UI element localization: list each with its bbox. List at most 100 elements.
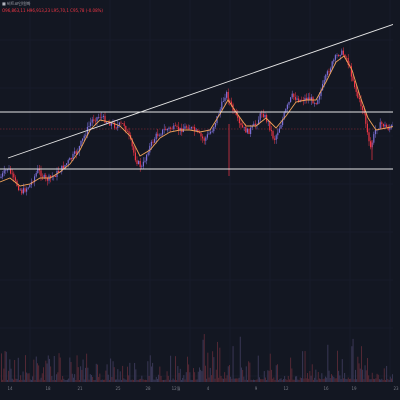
volume-bar xyxy=(124,379,126,382)
candle-body xyxy=(285,108,287,113)
volume-bar xyxy=(70,361,72,382)
volume-bar xyxy=(305,378,307,382)
candle-body xyxy=(106,122,108,123)
volume-bar xyxy=(4,351,6,382)
volume-bar xyxy=(111,377,113,382)
volume-bar xyxy=(296,376,298,382)
candle-body xyxy=(221,101,223,110)
candle-body xyxy=(374,130,376,135)
candle-body xyxy=(117,125,119,128)
candle-body xyxy=(251,125,253,128)
candle-body xyxy=(11,173,13,175)
volume-bar xyxy=(347,377,349,382)
volume-bar xyxy=(220,375,222,382)
candle-body xyxy=(293,93,295,97)
volume-bar xyxy=(280,378,282,382)
candle-body xyxy=(274,138,276,140)
candle-body xyxy=(184,126,186,129)
candle-body xyxy=(166,128,168,131)
candle-body xyxy=(282,118,284,126)
volume-bar xyxy=(230,376,232,382)
volume-bar xyxy=(134,362,136,382)
candle-body xyxy=(64,164,66,169)
volume-bar xyxy=(273,377,275,382)
horizontal-levels[interactable] xyxy=(0,111,400,170)
date-tick-label: 16 xyxy=(323,386,329,391)
candle-body xyxy=(347,58,349,65)
volume-bar xyxy=(159,366,161,382)
volume-bar xyxy=(32,376,34,382)
candle-body xyxy=(269,121,271,131)
volume-bar xyxy=(147,361,149,382)
volume-bar xyxy=(140,378,142,382)
candle-body xyxy=(355,87,357,92)
volume-bar xyxy=(113,367,115,382)
volume-bar xyxy=(243,376,245,382)
volume-bar xyxy=(363,379,365,382)
volume-bar xyxy=(143,379,145,382)
volume-bar xyxy=(323,378,325,382)
volume-bar xyxy=(367,358,368,382)
volume-bar xyxy=(40,377,42,382)
volume-bar xyxy=(381,378,383,382)
trendline[interactable] xyxy=(7,21,400,159)
candle-body xyxy=(315,103,317,105)
date-tick-label: 21 xyxy=(77,386,83,391)
volume-bar xyxy=(7,379,8,382)
volume-bar xyxy=(289,379,290,382)
volume-bar xyxy=(211,375,212,382)
volume-bar xyxy=(269,353,271,382)
candle-body xyxy=(149,145,151,153)
volume-bar xyxy=(333,377,335,382)
volume-bar xyxy=(286,379,288,382)
volume-bar xyxy=(177,366,179,382)
volume-bar xyxy=(49,358,50,382)
volume-bar xyxy=(160,375,162,382)
volume-bar xyxy=(199,367,200,382)
volume-bar xyxy=(135,369,137,382)
volume-bar xyxy=(338,370,340,382)
volume-bar xyxy=(170,355,172,382)
candle-body xyxy=(210,131,212,134)
volume-bar xyxy=(196,379,198,382)
volume-bar xyxy=(104,379,106,382)
candle-body xyxy=(123,123,125,126)
candle-body xyxy=(122,123,124,124)
candle-body xyxy=(314,103,316,104)
volume-bar xyxy=(129,362,131,382)
volume-bar xyxy=(161,379,163,382)
candle-body xyxy=(3,170,5,174)
volume-bar xyxy=(377,374,379,382)
volume-bar xyxy=(188,364,190,382)
volume-bar xyxy=(250,379,252,382)
volume-bar xyxy=(388,379,390,382)
volume-bar xyxy=(50,366,52,382)
candle-body xyxy=(235,111,237,115)
candle-body xyxy=(118,122,120,126)
volume-bar xyxy=(149,355,151,382)
volume-bar xyxy=(279,378,281,382)
candle-body xyxy=(250,127,252,134)
volume-bar xyxy=(362,369,364,382)
volume-bar xyxy=(237,378,239,382)
candle-body xyxy=(333,59,335,62)
price-axis[interactable] xyxy=(393,0,400,400)
date-tick-label: 14 xyxy=(7,386,13,391)
volume-bar xyxy=(31,379,32,382)
ohlc-values: O96,863,11 H96,913,23 L95,70,1 C95,78 (-… xyxy=(2,8,103,13)
candle-body xyxy=(186,126,188,128)
volume-bar xyxy=(97,364,98,382)
candle-body xyxy=(336,55,338,56)
candle-body xyxy=(346,57,348,59)
volume-bar xyxy=(121,379,122,382)
volume-bar xyxy=(109,379,110,382)
volume-bar xyxy=(185,372,187,382)
candle-body xyxy=(262,113,264,118)
candles xyxy=(0,47,396,196)
candle-body xyxy=(139,160,141,167)
volume-bar xyxy=(274,379,276,382)
volume-bar xyxy=(267,370,269,382)
candle-body xyxy=(5,170,7,171)
volume-bar xyxy=(374,379,376,382)
